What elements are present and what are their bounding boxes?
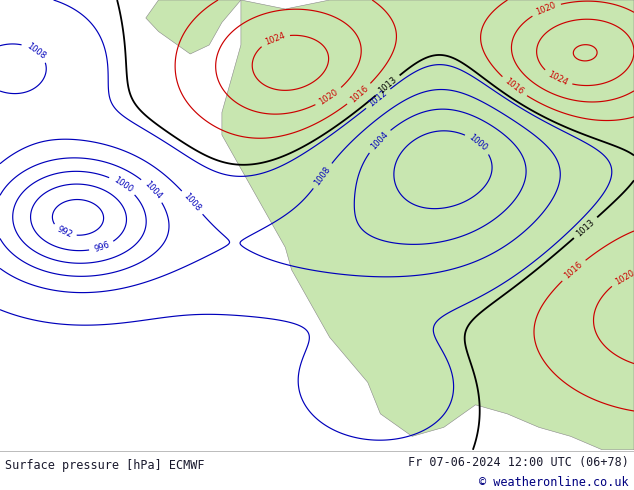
Text: 1012: 1012	[367, 89, 389, 109]
Text: 1004: 1004	[369, 130, 390, 151]
Text: Fr 07-06-2024 12:00 UTC (06+78): Fr 07-06-2024 12:00 UTC (06+78)	[408, 456, 629, 469]
Text: 1016: 1016	[563, 260, 585, 281]
Text: 1008: 1008	[182, 192, 203, 214]
Text: 1008: 1008	[25, 41, 47, 61]
Text: 1004: 1004	[142, 179, 163, 201]
Text: © weatheronline.co.uk: © weatheronline.co.uk	[479, 476, 629, 490]
Text: 1016: 1016	[503, 77, 526, 97]
Text: 1000: 1000	[112, 175, 134, 195]
Text: 992: 992	[55, 225, 74, 240]
Text: 1020: 1020	[534, 1, 557, 17]
Text: 1024: 1024	[547, 70, 569, 88]
Text: 1024: 1024	[264, 31, 287, 47]
Text: 1020: 1020	[613, 268, 634, 287]
Polygon shape	[146, 0, 241, 54]
Text: 1008: 1008	[313, 165, 332, 187]
Text: 1013: 1013	[377, 75, 399, 96]
Text: 1020: 1020	[318, 87, 340, 106]
Polygon shape	[222, 0, 634, 450]
Text: 1000: 1000	[467, 133, 489, 153]
Text: 1013: 1013	[574, 218, 597, 238]
Text: 1016: 1016	[348, 84, 370, 104]
Text: Surface pressure [hPa] ECMWF: Surface pressure [hPa] ECMWF	[5, 459, 205, 471]
Text: 996: 996	[93, 240, 111, 254]
